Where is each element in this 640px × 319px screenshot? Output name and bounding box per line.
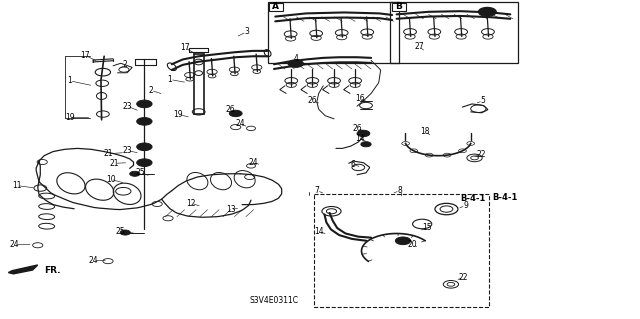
Text: 1: 1	[168, 75, 172, 84]
Text: 22: 22	[476, 150, 486, 159]
Text: B-4-1: B-4-1	[461, 194, 486, 203]
Text: 14: 14	[314, 227, 324, 236]
Circle shape	[229, 110, 242, 117]
Text: 24: 24	[248, 158, 258, 167]
Text: 2: 2	[148, 86, 153, 95]
Text: B: B	[395, 2, 402, 11]
Circle shape	[137, 118, 152, 125]
Bar	[392, 3, 406, 11]
Circle shape	[478, 7, 496, 16]
Circle shape	[288, 60, 303, 67]
Text: 18: 18	[420, 127, 430, 136]
Text: 2: 2	[123, 60, 127, 69]
Text: 13: 13	[226, 205, 236, 214]
Text: 21: 21	[103, 149, 113, 158]
Text: 15: 15	[422, 223, 432, 232]
Text: 16: 16	[355, 94, 364, 103]
Text: 26: 26	[352, 124, 362, 133]
Text: 19: 19	[173, 110, 183, 119]
Text: 26: 26	[226, 105, 236, 114]
Text: 5: 5	[481, 96, 485, 105]
Text: 26: 26	[308, 96, 317, 105]
Text: 9: 9	[463, 201, 468, 210]
Circle shape	[137, 143, 152, 151]
Bar	[314, 194, 489, 307]
Text: 17: 17	[180, 43, 189, 52]
Circle shape	[137, 100, 152, 108]
Text: 12: 12	[186, 199, 196, 208]
Text: A: A	[273, 2, 280, 11]
Text: 6: 6	[351, 160, 356, 169]
Bar	[269, 3, 283, 11]
Circle shape	[357, 130, 370, 137]
Polygon shape	[8, 265, 38, 274]
Text: 21: 21	[109, 159, 119, 168]
Text: 3: 3	[244, 27, 249, 36]
Text: 14: 14	[355, 134, 364, 143]
Circle shape	[396, 237, 411, 245]
Text: 22: 22	[459, 273, 468, 282]
Circle shape	[361, 142, 371, 147]
Text: 8: 8	[397, 186, 402, 195]
Text: B-4-1: B-4-1	[492, 193, 518, 202]
Text: FR.: FR.	[44, 265, 61, 275]
Text: 20: 20	[408, 240, 417, 249]
Bar	[268, 2, 399, 63]
Circle shape	[130, 171, 140, 176]
Text: 25: 25	[135, 168, 145, 177]
Text: 19: 19	[65, 113, 74, 122]
Text: 23: 23	[122, 146, 132, 155]
Text: 24: 24	[88, 256, 98, 265]
Text: 11: 11	[12, 181, 21, 190]
Circle shape	[120, 230, 131, 235]
Text: 10: 10	[106, 175, 115, 184]
Text: 4: 4	[293, 54, 298, 63]
Text: S3V4E0311C: S3V4E0311C	[250, 296, 298, 305]
Text: 24: 24	[236, 119, 245, 129]
Text: 23: 23	[122, 102, 132, 111]
Text: 1: 1	[67, 76, 72, 85]
Circle shape	[137, 159, 152, 167]
Text: 27: 27	[414, 42, 424, 51]
Text: 7: 7	[314, 186, 319, 195]
Bar	[390, 2, 518, 63]
Text: 25: 25	[116, 227, 125, 236]
Text: 17: 17	[80, 51, 90, 60]
Text: 24: 24	[10, 240, 20, 249]
